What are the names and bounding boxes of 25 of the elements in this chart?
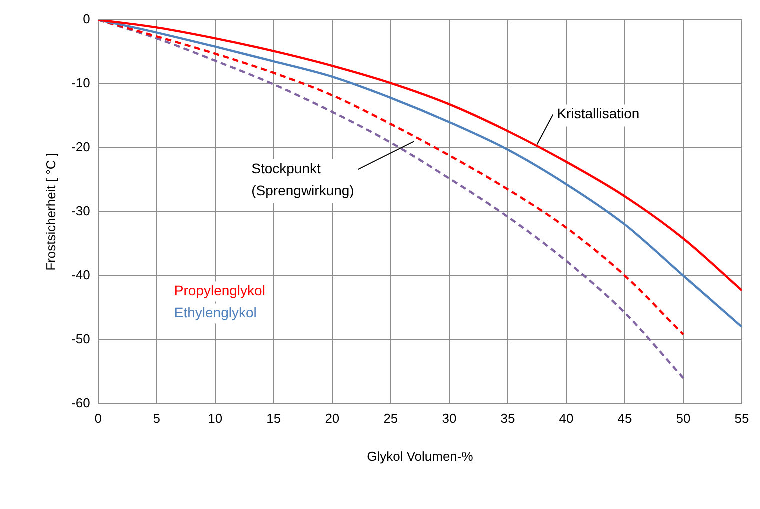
x-tick-label: 20 [325,411,340,426]
x-tick-label: 15 [266,411,282,426]
x-tick-label: 5 [153,411,161,426]
annotation: Kristallisation [557,106,640,122]
y-tick-label: -30 [72,203,90,218]
x-tick-label: 40 [559,411,574,426]
x-tick-label: 50 [676,411,691,426]
text: Ethylenglykol [174,304,257,321]
x-tick-label: 0 [94,411,102,426]
x-tick-label: 25 [384,411,398,426]
x-tick-label: 35 [500,411,516,426]
text: Propylenglykol [174,282,266,299]
y-tick-label: -20 [72,140,90,155]
y-tick-label: -10 [72,76,90,91]
x-axis-title: Glykol Volumen-% [367,448,474,464]
annotation: Stockpunkt (Sprengwirkung) [252,160,354,198]
y-tick-label: -60 [72,395,90,410]
x-tick-label: 55 [734,411,750,426]
x-tick-label: 45 [618,411,632,426]
y-tick-label: -40 [72,267,90,282]
y-tick-label: -50 [72,331,90,346]
y-axis-title: Frostsicherheit [ °C ] [43,152,58,271]
y-tick-label: 0 [83,12,90,27]
x-tick-label: 30 [442,411,457,426]
x-tick-label: 10 [208,411,223,426]
